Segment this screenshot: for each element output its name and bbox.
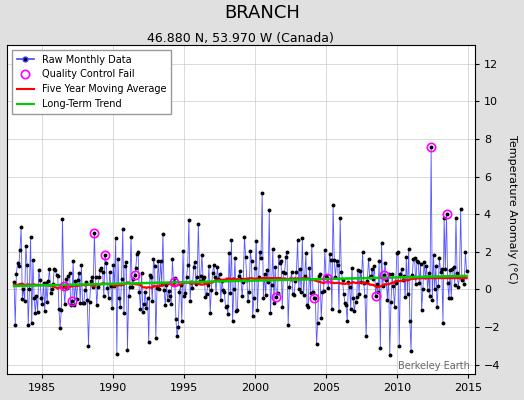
Text: BRANCH: BRANCH xyxy=(224,4,300,22)
Y-axis label: Temperature Anomaly (°C): Temperature Anomaly (°C) xyxy=(507,135,517,284)
Text: Berkeley Earth: Berkeley Earth xyxy=(398,361,470,371)
Legend: Raw Monthly Data, Quality Control Fail, Five Year Moving Average, Long-Term Tren: Raw Monthly Data, Quality Control Fail, … xyxy=(12,50,171,114)
Title: 46.880 N, 53.970 W (Canada): 46.880 N, 53.970 W (Canada) xyxy=(147,32,334,45)
